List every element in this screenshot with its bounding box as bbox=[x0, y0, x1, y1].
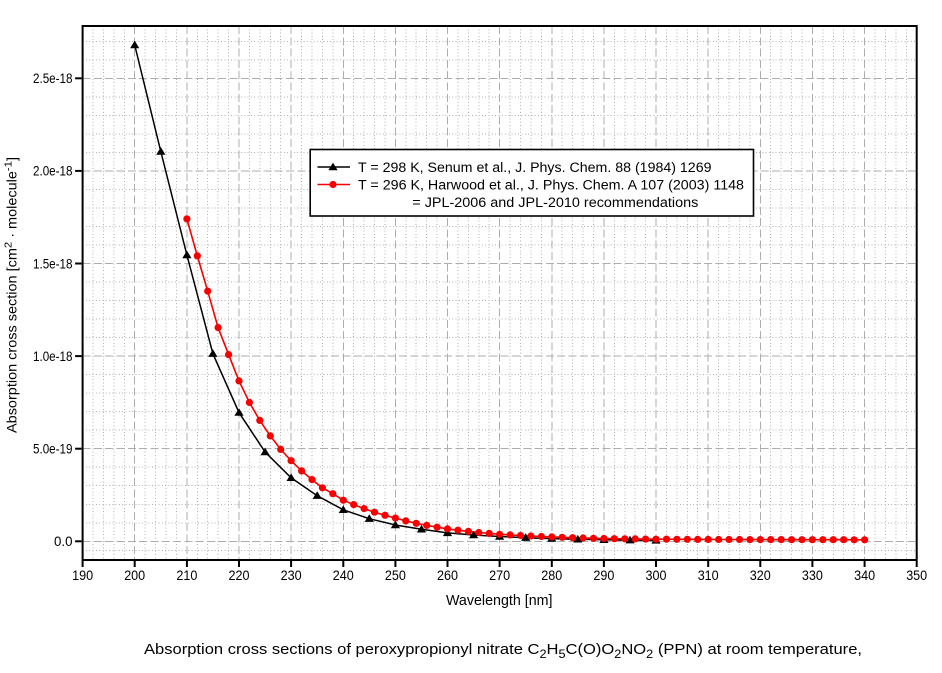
svg-text:0.0: 0.0 bbox=[54, 534, 73, 549]
svg-text:240: 240 bbox=[333, 568, 354, 583]
svg-text:260: 260 bbox=[437, 568, 458, 583]
svg-text:210: 210 bbox=[176, 568, 197, 583]
svg-text:250: 250 bbox=[385, 568, 406, 583]
svg-text:330: 330 bbox=[802, 568, 823, 583]
svg-text:2.0e-18: 2.0e-18 bbox=[33, 164, 73, 179]
svg-text:T = 296 K, Harwood et al., J.: T = 296 K, Harwood et al., J. Phys. Chem… bbox=[358, 177, 744, 192]
svg-text:Wavelength [nm]: Wavelength [nm] bbox=[446, 593, 553, 609]
svg-text:320: 320 bbox=[750, 568, 771, 583]
svg-text:Absorption cross sections of p: Absorption cross sections of peroxypropi… bbox=[144, 641, 862, 661]
svg-text:220: 220 bbox=[229, 568, 250, 583]
svg-text:230: 230 bbox=[281, 568, 302, 583]
svg-text:Absorption cross section [cm2: Absorption cross section [cm2 · molecule… bbox=[3, 157, 20, 433]
svg-text:270: 270 bbox=[489, 568, 510, 583]
svg-text:1.5e-18: 1.5e-18 bbox=[33, 256, 73, 271]
svg-text:= JPL-2006 and JPL-2010 recomm: = JPL-2006 and JPL-2010 recommendations bbox=[412, 195, 698, 210]
svg-text:T = 298 K, Senum et al., J. Ph: T = 298 K, Senum et al., J. Phys. Chem. … bbox=[358, 160, 712, 175]
svg-text:1.0e-18: 1.0e-18 bbox=[33, 349, 73, 364]
svg-text:310: 310 bbox=[698, 568, 719, 583]
svg-text:280: 280 bbox=[541, 568, 562, 583]
svg-text:290: 290 bbox=[593, 568, 614, 583]
svg-text:200: 200 bbox=[124, 568, 145, 583]
svg-text:350: 350 bbox=[906, 568, 927, 583]
svg-text:300: 300 bbox=[646, 568, 667, 583]
svg-text:190: 190 bbox=[72, 568, 93, 583]
svg-text:340: 340 bbox=[854, 568, 875, 583]
svg-text:5.0e-19: 5.0e-19 bbox=[33, 442, 73, 457]
svg-text:2.5e-18: 2.5e-18 bbox=[33, 71, 73, 86]
